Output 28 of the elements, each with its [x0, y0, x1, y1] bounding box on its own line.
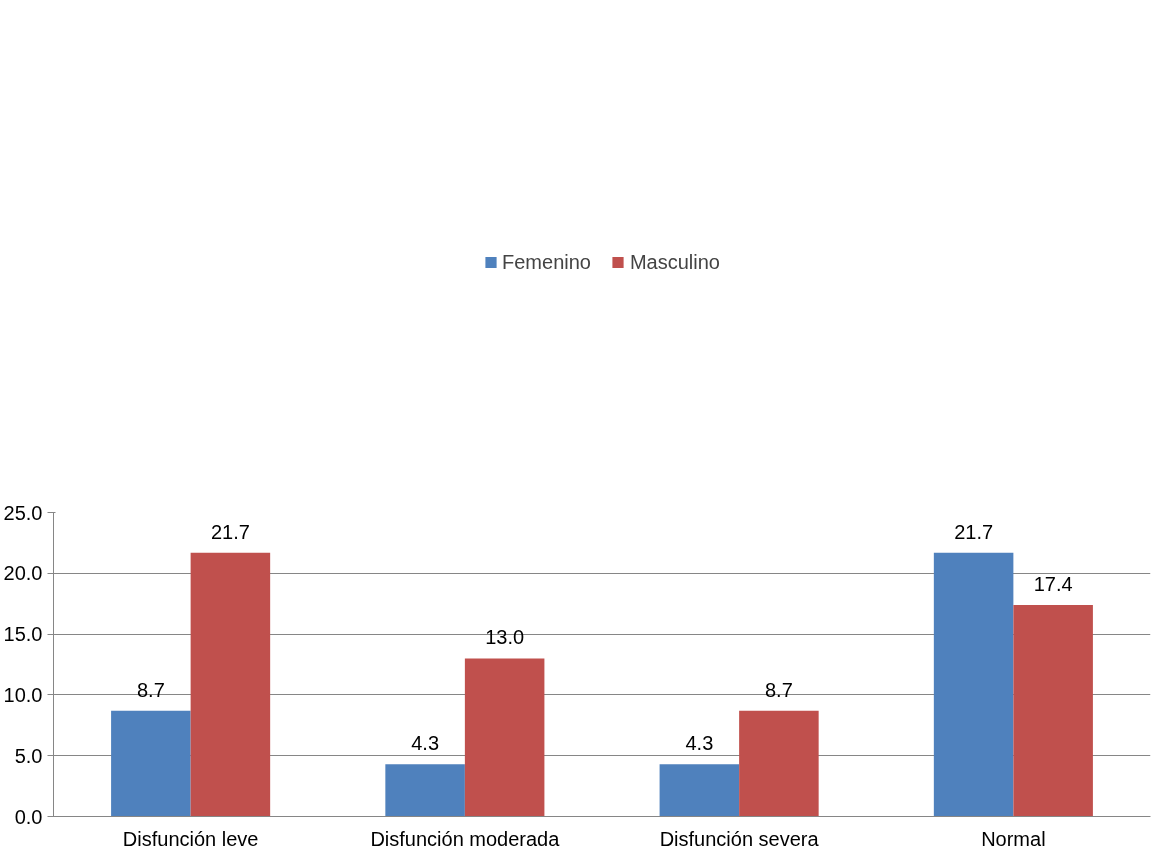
bar	[1013, 604, 1093, 817]
y-tick-label: 10.0	[3, 683, 43, 706]
x-tick-label: Disfunción severa	[659, 827, 820, 850]
data-label: 8.7	[136, 678, 165, 701]
bar	[739, 710, 819, 817]
x-tick-label: Normal	[981, 827, 1046, 850]
legend-label: Femenino	[502, 250, 591, 274]
data-label: 4.3	[685, 732, 714, 755]
bar	[464, 658, 545, 817]
x-tick-label: Disfunción moderada	[370, 827, 561, 850]
data-label: 21.7	[954, 520, 994, 543]
bar	[385, 764, 465, 817]
x-tick-label: Disfunción leve	[122, 827, 259, 850]
y-tick-label: 20.0	[3, 562, 43, 585]
y-tick-label: 25.0	[3, 501, 43, 524]
bar	[659, 764, 740, 817]
data-label: 13.0	[485, 626, 525, 649]
bar	[111, 710, 191, 817]
data-label: 4.3	[411, 732, 440, 755]
bar	[933, 552, 1014, 817]
data-label: 21.7	[210, 520, 250, 543]
legend-label: Masculino	[629, 250, 720, 274]
data-label: 17.4	[1033, 572, 1073, 595]
y-tick-label: 5.0	[14, 744, 43, 767]
y-tick-label: 15.0	[3, 623, 43, 646]
bar	[190, 552, 271, 817]
y-tick-label: 0.0	[14, 805, 43, 828]
data-label: 8.7	[764, 678, 793, 701]
